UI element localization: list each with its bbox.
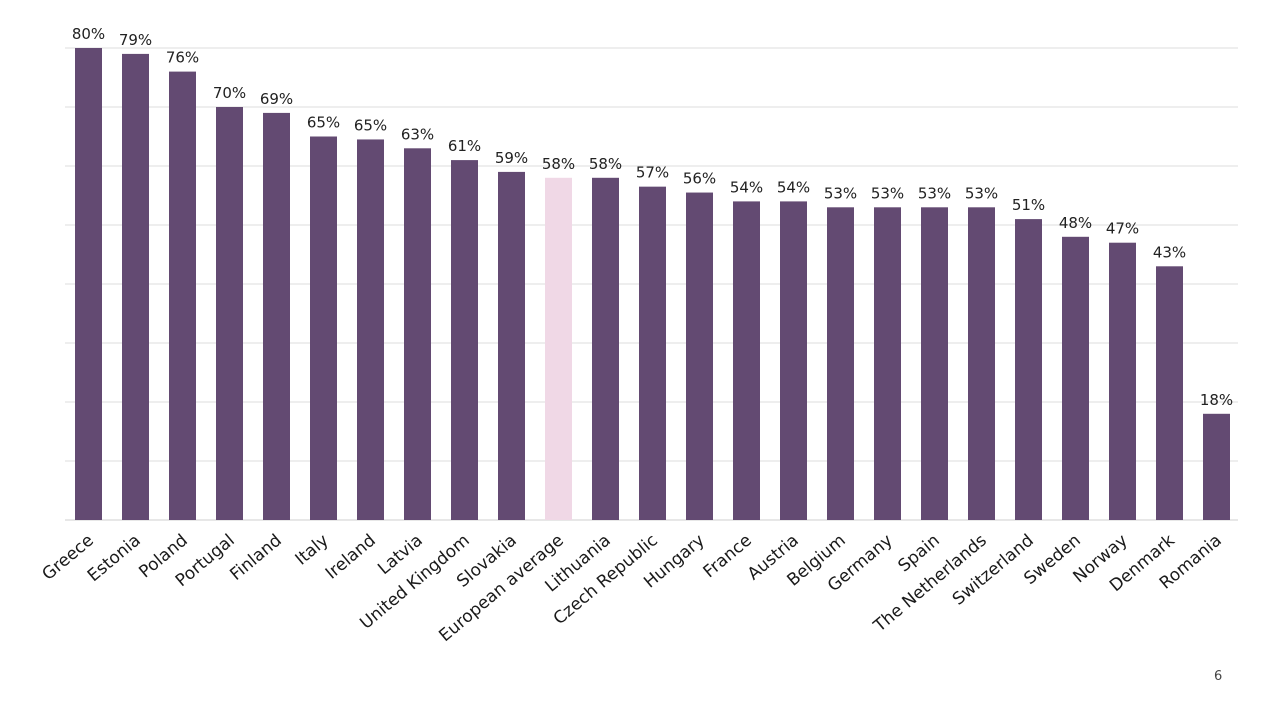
value-label: 70%: [213, 84, 246, 102]
bar-latvia: [404, 148, 431, 521]
bar-portugal: [216, 107, 243, 520]
bar-finland: [263, 112, 290, 521]
bar-estonia: [122, 53, 149, 521]
value-label: 58%: [542, 155, 575, 173]
value-label: 76%: [166, 49, 199, 67]
bar-sweden: [1062, 236, 1089, 521]
bar-romania: [1203, 413, 1230, 520]
value-label: 53%: [918, 184, 951, 202]
bar-belgium: [827, 207, 854, 521]
bar-switzerland: [1015, 219, 1042, 520]
value-labels: 80% 79% 76% 70% 69% 65% 65% 63% 61% 59% 58% 58% 57% 5…: [72, 25, 1233, 409]
value-label: 69%: [260, 90, 293, 108]
category-label: Estonia: [84, 531, 145, 587]
category-label: Ireland: [322, 531, 380, 584]
value-label: 56%: [683, 170, 716, 188]
value-label: 53%: [871, 184, 904, 202]
value-label: 51%: [1012, 196, 1045, 214]
value-label: 43%: [1153, 243, 1186, 261]
value-label: 53%: [824, 184, 857, 202]
bar-spain: [921, 207, 948, 521]
value-label: 58%: [589, 155, 622, 173]
bar-poland: [169, 71, 196, 520]
value-label: 79%: [119, 31, 152, 49]
value-label: 54%: [730, 178, 763, 196]
value-label: 63%: [401, 125, 434, 143]
bar-hungary: [686, 192, 713, 521]
bar-united-kingdom: [451, 160, 478, 520]
value-label: 65%: [307, 114, 340, 132]
bar-slovakia: [498, 171, 525, 520]
bar-germany: [874, 207, 901, 521]
bar-european-average: [545, 177, 572, 521]
bar-norway: [1109, 242, 1136, 520]
bar-greece: [75, 48, 102, 520]
value-label: 54%: [777, 178, 810, 196]
page-number: 6: [1214, 669, 1223, 684]
value-label: 18%: [1200, 391, 1233, 409]
category-label: Finland: [226, 531, 285, 585]
bar-italy: [310, 136, 337, 520]
bar-france: [733, 201, 760, 520]
value-label: 53%: [965, 184, 998, 202]
value-label: 57%: [636, 164, 669, 182]
value-label: 47%: [1106, 220, 1139, 238]
value-label: 59%: [495, 149, 528, 167]
bar-austria: [780, 201, 807, 520]
bar-lithuania: [592, 177, 619, 521]
value-label: 61%: [448, 137, 481, 155]
bar-czech-republic: [639, 186, 666, 520]
value-label: 65%: [354, 116, 387, 134]
bars: [75, 48, 1230, 521]
bar-the-netherlands: [968, 207, 995, 521]
bar-denmark: [1156, 266, 1183, 520]
value-label: 80%: [72, 25, 105, 43]
value-label: 48%: [1059, 214, 1092, 232]
bar-ireland: [357, 139, 384, 520]
